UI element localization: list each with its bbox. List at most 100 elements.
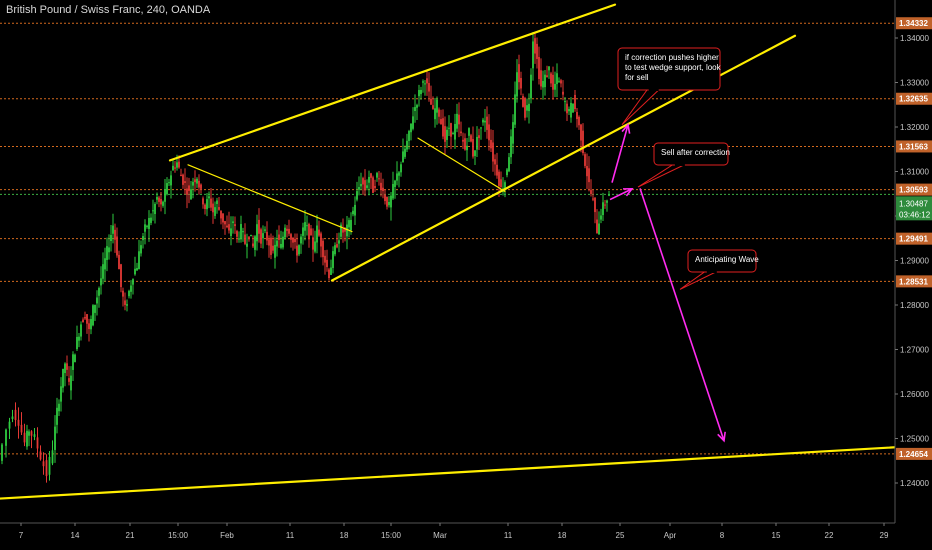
projection-arrows[interactable] — [609, 123, 726, 443]
candle — [284, 224, 286, 240]
candle — [56, 397, 58, 434]
channel-top-line[interactable] — [168, 3, 617, 162]
candle — [510, 129, 512, 165]
candle — [574, 90, 576, 112]
candle — [420, 86, 422, 100]
candle — [450, 122, 452, 150]
price-level-tag[interactable]: 1.24654 — [896, 447, 932, 460]
price-level-tag[interactable]: 1.34332 — [896, 17, 932, 30]
time-axis[interactable]: 7 14 21 15:00 Feb 11 18 15:00 Mar 11 18 25 Apr 8 15 22 2… — [0, 522, 895, 550]
candle — [434, 98, 436, 128]
price-level-tag[interactable]: 1.30593 — [896, 183, 932, 196]
candle — [556, 63, 558, 98]
candle — [364, 169, 366, 197]
candle — [1, 442, 3, 465]
candle — [348, 217, 350, 238]
time-tick-label: Apr — [664, 531, 677, 540]
candle — [150, 213, 152, 226]
candle — [288, 219, 290, 237]
time-tick-label: 29 — [880, 531, 889, 540]
candle — [148, 210, 150, 242]
annotation-text: Anticipating Wave — [695, 255, 759, 264]
candle — [542, 70, 544, 100]
candle — [232, 216, 234, 234]
price-axis[interactable]: 1.24000 1.25000 1.26000 1.27000 1.28000 1.290… — [894, 0, 932, 550]
candle — [186, 177, 188, 209]
candle — [564, 96, 566, 112]
candle — [480, 127, 482, 140]
candle — [116, 227, 118, 258]
candle — [206, 192, 208, 217]
candle — [496, 152, 498, 179]
candle — [530, 68, 532, 104]
candle — [194, 170, 196, 192]
candle — [158, 195, 160, 208]
candle — [414, 94, 416, 123]
svg-text:1.30593: 1.30593 — [899, 186, 928, 195]
current-price-tag[interactable]: 1.30487 03:46:12 — [896, 196, 932, 221]
candle — [272, 235, 274, 254]
candle — [200, 183, 202, 194]
candle — [98, 286, 100, 308]
arrow-up-1[interactable] — [611, 123, 631, 183]
candle — [422, 79, 424, 93]
note-wave-callout[interactable]: Anticipating Wave — [679, 249, 759, 290]
arrow-down[interactable] — [639, 188, 726, 443]
candle — [428, 72, 430, 102]
wedge-upper-line[interactable] — [187, 164, 353, 233]
long-support-line[interactable] — [0, 444, 932, 500]
candle — [198, 174, 200, 195]
candle — [112, 213, 114, 244]
current-price-label: 1.30487 — [899, 199, 928, 208]
candle — [524, 96, 526, 121]
time-tick-label: Feb — [220, 531, 234, 540]
candle — [560, 78, 562, 88]
candle — [88, 318, 90, 342]
candle — [580, 123, 582, 153]
price-level-tag[interactable]: 1.28531 — [896, 275, 932, 288]
candle — [328, 267, 330, 281]
candle — [104, 247, 106, 282]
candle — [182, 173, 184, 189]
candle — [378, 171, 380, 186]
candle — [144, 219, 146, 245]
arrow-up-2[interactable] — [609, 188, 634, 201]
candle — [318, 220, 320, 237]
candle — [238, 231, 240, 243]
candle — [372, 175, 374, 194]
candle — [376, 171, 378, 182]
candle — [310, 224, 312, 236]
price-level-tag[interactable]: 1.32635 — [896, 92, 932, 105]
price-level-tag[interactable]: 1.31563 — [896, 140, 932, 153]
candle — [188, 177, 190, 204]
candle — [48, 450, 51, 481]
candle — [342, 218, 344, 243]
candle — [544, 69, 546, 96]
candle — [320, 231, 322, 258]
candle — [242, 227, 244, 242]
candle — [474, 150, 476, 166]
candle — [578, 115, 580, 130]
price-tick-label: 1.33000 — [900, 79, 929, 88]
time-tick-label: 15:00 — [381, 531, 402, 540]
note-sell-callout[interactable]: Sell after correction — [637, 142, 730, 188]
svg-text:1.31563: 1.31563 — [899, 142, 928, 151]
candle — [520, 71, 522, 96]
candle — [212, 197, 214, 224]
price-level-tag[interactable]: 1.29491 — [896, 232, 932, 245]
wedge-lower-line[interactable] — [417, 137, 506, 193]
candle — [120, 263, 122, 293]
candle — [528, 93, 530, 124]
candle — [340, 222, 342, 240]
candle — [42, 452, 45, 475]
price-level-lines — [0, 22, 895, 455]
candle — [306, 215, 308, 236]
candle — [298, 244, 300, 257]
candle — [33, 427, 36, 441]
candle — [142, 233, 144, 249]
candle — [282, 231, 284, 250]
candle — [134, 256, 136, 276]
